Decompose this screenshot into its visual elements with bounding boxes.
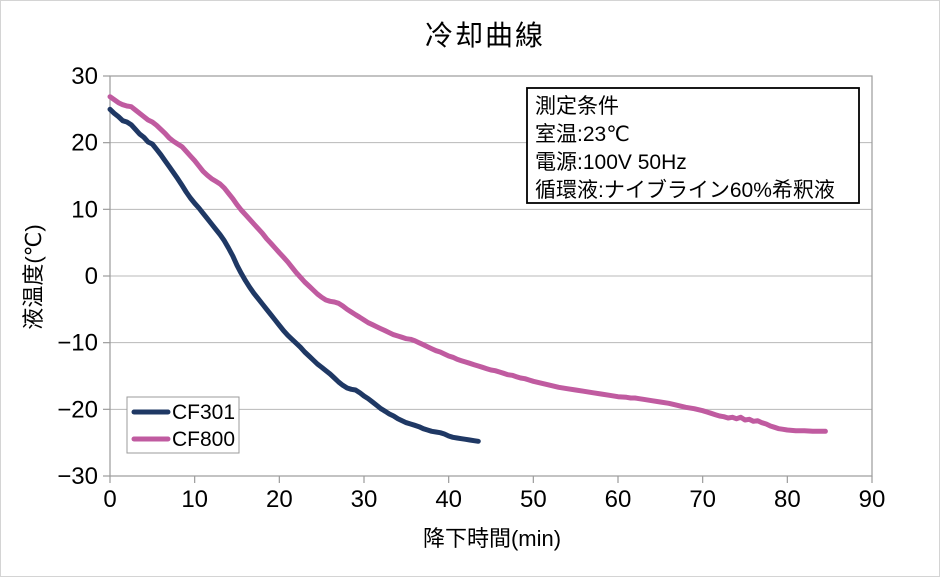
x-tick-label: 40: [435, 486, 462, 513]
series-line-cf301: [107, 106, 481, 444]
x-tick-label: 90: [859, 486, 886, 513]
legend-entries: CF301 CF800: [131, 401, 235, 451]
series-lines: [107, 94, 828, 444]
series-line-cf800: [107, 94, 828, 434]
x-tick-label: 20: [266, 486, 293, 513]
y-tick-label: 0: [85, 263, 98, 290]
condition-line: 電源:100V 50Hz: [535, 151, 687, 174]
condition-line: 循環液:ナイブライン60%希釈液: [535, 179, 835, 202]
legend-label-cf800: CF800: [172, 428, 235, 451]
x-tick-label: 80: [774, 486, 801, 513]
axis-ticks: [103, 75, 873, 483]
legend-frame: [126, 396, 240, 454]
y-tick-label: −30: [57, 463, 98, 490]
x-axis-title: 降下時間(min): [423, 526, 561, 551]
x-tick-label: 0: [103, 486, 116, 513]
y-axis-title: 液温度(℃): [21, 224, 46, 329]
condition-line: 室温:23℃: [535, 123, 630, 146]
x-tick-labels: 0 10 20 30 40 50 60 70 80 90: [103, 486, 885, 513]
y-tick-label: 20: [71, 130, 98, 157]
y-tick-label: −20: [57, 396, 98, 423]
y-tick-label: 30: [71, 63, 98, 90]
y-tick-label: 10: [71, 196, 98, 223]
chart-title: 冷却曲線: [425, 20, 545, 51]
x-tick-label: 70: [689, 486, 716, 513]
x-tick-label: 10: [181, 486, 208, 513]
x-tick-label: 50: [520, 486, 547, 513]
legend: CF301 CF800: [126, 396, 240, 454]
y-tick-labels: 30 20 10 0 −10 −20 −30: [57, 63, 98, 490]
legend-label-cf301: CF301: [172, 401, 235, 424]
x-tick-label: 30: [351, 486, 378, 513]
condition-box-frame: [526, 87, 860, 204]
x-tick-label: 60: [605, 486, 632, 513]
condition-line: 測定条件: [535, 95, 619, 118]
y-tick-label: −10: [57, 330, 98, 357]
